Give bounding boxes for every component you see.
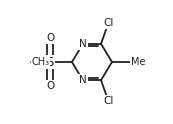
Text: Cl: Cl [103, 18, 113, 28]
Text: CH₃: CH₃ [31, 57, 49, 67]
Text: S: S [46, 56, 54, 68]
Text: N: N [79, 75, 87, 85]
Text: O: O [46, 33, 54, 43]
Text: Cl: Cl [103, 96, 113, 106]
Text: Me: Me [131, 57, 145, 67]
Text: N: N [79, 39, 87, 49]
Text: O: O [46, 81, 54, 91]
